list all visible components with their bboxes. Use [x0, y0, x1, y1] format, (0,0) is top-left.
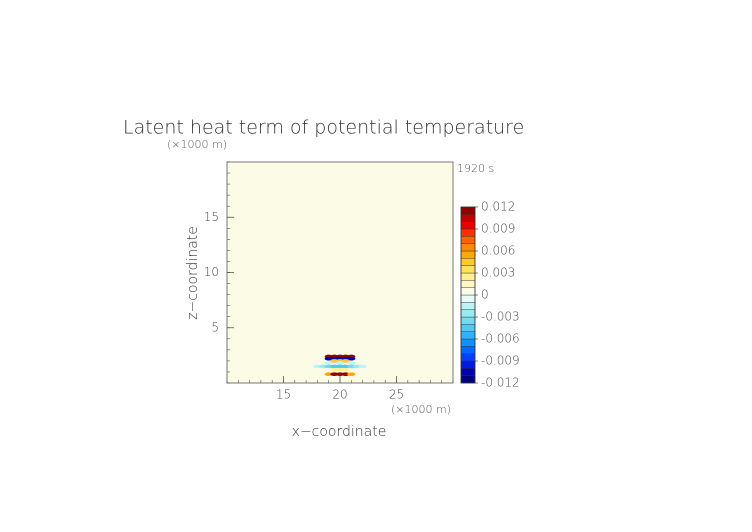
time-label: 1920 s	[457, 162, 494, 175]
heat-cell	[335, 367, 345, 372]
colorbar-band	[460, 228, 476, 237]
colorbar-band	[460, 353, 476, 362]
colorbar-band	[460, 338, 476, 347]
heat-cell	[347, 364, 356, 369]
colorbar-band	[460, 265, 476, 274]
heat-cell	[358, 364, 367, 369]
colorbar-band	[460, 375, 476, 384]
heat-cell	[313, 364, 322, 369]
heat-cell	[347, 356, 356, 361]
heat-cell	[324, 361, 333, 365]
colorbar-band	[460, 316, 476, 325]
colorbar-band	[460, 236, 476, 244]
colorbar-band	[460, 272, 476, 281]
heat-cell	[324, 356, 333, 361]
heat-cell	[318, 364, 328, 369]
heat-cell	[330, 367, 339, 372]
colorbar-tick-label: 0.006	[481, 244, 515, 258]
colorbar-band	[460, 280, 476, 288]
heat-cell	[330, 359, 339, 363]
colorbar-band	[460, 346, 476, 354]
heat-cell	[324, 372, 333, 376]
heat-cell	[341, 359, 350, 363]
heat-cell	[330, 364, 339, 369]
heat-cell	[341, 364, 350, 369]
y-tick-label: 10	[204, 265, 219, 279]
colorbar-tick-label: 0.009	[481, 222, 515, 236]
heat-cell	[335, 372, 345, 376]
heat-cell	[330, 372, 339, 376]
colorbar-band	[460, 206, 476, 215]
colorbar-band	[460, 221, 476, 230]
colorbar-tick-label: -0.009	[481, 354, 520, 368]
colorbar-band	[460, 214, 476, 222]
y-tick-label: 5	[211, 320, 219, 334]
x-tick-label: 20	[332, 388, 347, 402]
y-unit: (×1000 m)	[167, 138, 227, 151]
heat-cell	[341, 372, 350, 376]
colorbar-band	[460, 331, 476, 340]
colorbar-tick-label: 0.003	[481, 266, 515, 280]
colorbar-band	[460, 302, 476, 310]
colorbar-band	[460, 258, 476, 266]
y-axis-label: z−coordinate	[185, 226, 201, 320]
heat-cell	[347, 361, 356, 365]
y-tick-label: 15	[204, 210, 219, 224]
colorbar-tick-label: 0	[481, 288, 489, 302]
colorbar-band	[460, 243, 476, 252]
heat-cell	[335, 364, 345, 369]
heat-cell	[341, 367, 350, 372]
colorbar-band	[460, 360, 476, 369]
x-unit: (×1000 m)	[391, 403, 451, 416]
x-tick-label: 15	[276, 388, 291, 402]
colorbar-tick-label: 0.012	[481, 200, 515, 214]
colorbar-band	[460, 294, 476, 303]
x-axis-label: x−coordinate	[292, 424, 387, 440]
plot-background	[227, 162, 453, 383]
colorbar-band	[460, 324, 476, 332]
colorbar-band	[460, 287, 476, 296]
chart-title: Latent heat term of potential temperatur…	[123, 117, 524, 139]
x-tick-label: 25	[389, 388, 404, 402]
colorbar-tick-label: -0.003	[481, 310, 520, 324]
colorbar-band	[460, 368, 476, 376]
heat-cell	[324, 364, 333, 369]
colorbar-tick-label: -0.012	[481, 376, 520, 390]
colorbar-band	[460, 309, 476, 318]
heat-cell	[347, 372, 356, 376]
colorbar-band	[460, 250, 476, 259]
colorbar-tick-label: -0.006	[481, 332, 520, 346]
heat-cell	[335, 361, 345, 365]
heat-cell	[352, 364, 362, 369]
